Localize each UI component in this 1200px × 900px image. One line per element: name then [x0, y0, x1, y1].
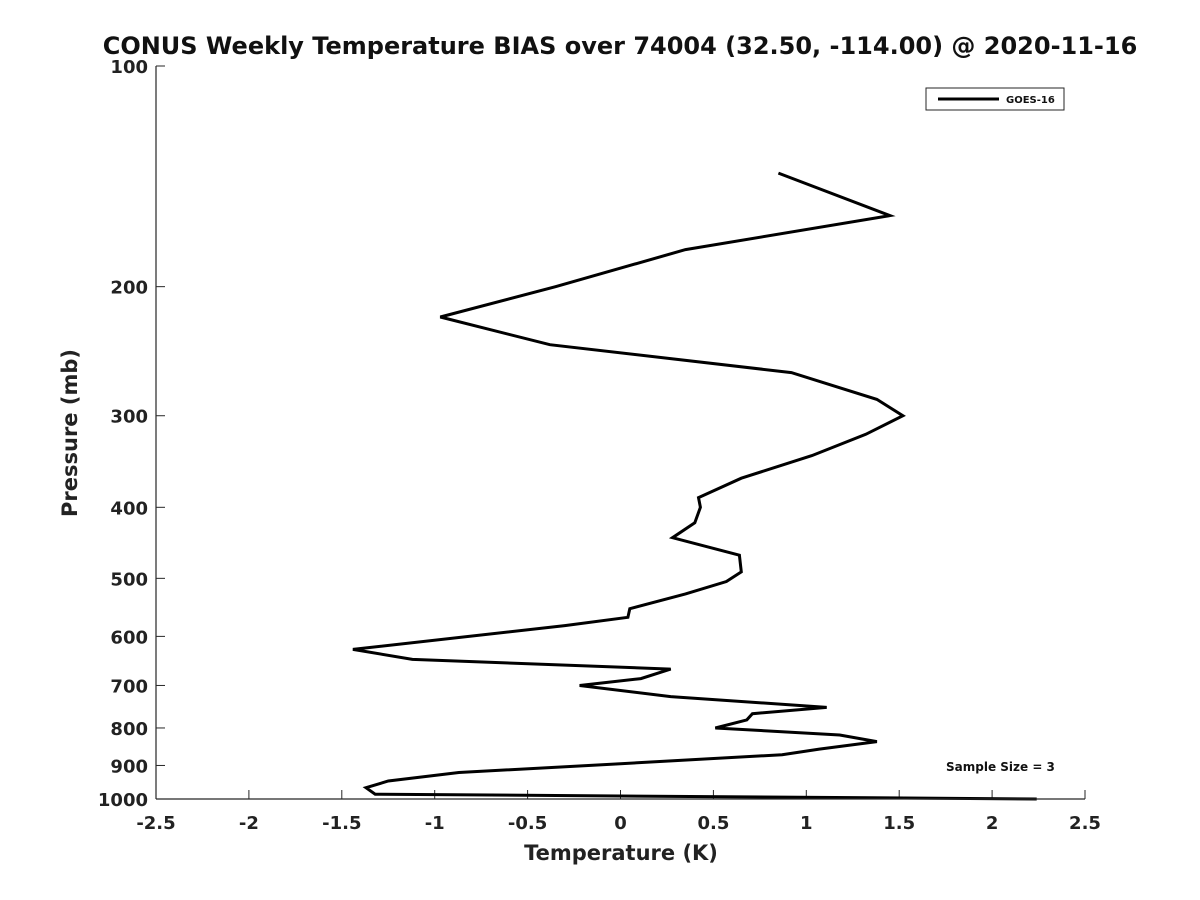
x-tick-label: -1	[425, 813, 445, 834]
y-tick-label: 500	[110, 569, 148, 590]
x-tick-label: -0.5	[508, 813, 547, 834]
y-tick-label: 400	[110, 498, 148, 519]
x-axis-label: Temperature (K)	[524, 841, 718, 865]
legend: GOES-16	[925, 87, 1065, 111]
legend-label-goes-16: GOES-16	[1006, 95, 1055, 106]
x-tick-label: 0.5	[697, 813, 729, 834]
y-axis-label: Pressure (mb)	[58, 349, 82, 517]
x-tick-label: -2	[239, 813, 259, 834]
y-tick-label: 900	[110, 756, 148, 777]
x-tick-label: 0	[614, 813, 627, 834]
x-tick-label: -2.5	[136, 813, 175, 834]
sample-size-annotation: Sample Size = 3	[946, 760, 1055, 774]
chart-title: CONUS Weekly Temperature BIAS over 74004…	[103, 32, 1138, 60]
x-tick-label: 2.5	[1069, 813, 1101, 834]
y-tick-label: 800	[110, 719, 148, 740]
ticks-layer: -2.5 -2 -1.5 -1 -0.5 0 0.5 1 1.5 2 2.5 100 200 300 400…	[98, 57, 1101, 834]
y-tick-label: 700	[110, 676, 148, 697]
y-tick-label: 200	[110, 278, 148, 299]
y-tick-label: 1000	[98, 790, 148, 811]
plot-area: -2.5 -2 -1.5 -1 -0.5 0 0.5 1 1.5 2 2.5 100 200 300 400…	[98, 57, 1101, 834]
x-tick-label: 1.5	[883, 813, 915, 834]
series-line-goes-16	[352, 171, 1037, 801]
x-tick-label: 2	[986, 813, 999, 834]
y-tick-label: 600	[110, 627, 148, 648]
x-tick-label: -1.5	[322, 813, 361, 834]
y-tick-label: 300	[110, 407, 148, 428]
y-tick-label: 100	[110, 57, 148, 78]
x-tick-label: 1	[800, 813, 813, 834]
